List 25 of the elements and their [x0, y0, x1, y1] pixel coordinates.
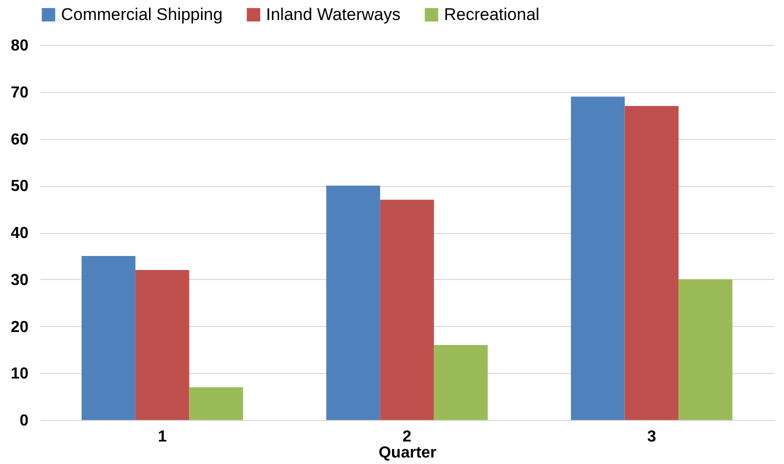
legend-label: Inland Waterways: [266, 4, 400, 24]
bar: [434, 345, 488, 420]
bar: [189, 387, 244, 420]
y-tick-label: 10: [10, 366, 29, 383]
x-tick-label: 3: [647, 428, 656, 446]
bar: [678, 279, 732, 420]
bar: [82, 256, 136, 420]
bar: [570, 96, 625, 420]
bar: [326, 186, 380, 420]
y-tick-label: 0: [20, 412, 29, 430]
y-tick-label: 20: [10, 318, 29, 336]
bar: [135, 270, 190, 420]
legend-label: Commercial Shipping: [61, 4, 223, 24]
x-tick-label: 1: [158, 428, 167, 446]
y-tick-label: 80: [10, 38, 29, 54]
legend-label: Recreational: [444, 4, 540, 24]
bar: [380, 200, 434, 420]
y-tick-label: 50: [10, 178, 29, 196]
y-tick-label: 40: [10, 225, 29, 242]
y-tick-label: 30: [10, 272, 29, 289]
bar: [624, 106, 679, 420]
x-axis-title: Quarter: [378, 444, 436, 462]
y-tick-label: 70: [10, 84, 29, 102]
y-tick-label: 60: [10, 131, 29, 148]
x-tick-label: 2: [402, 428, 412, 446]
